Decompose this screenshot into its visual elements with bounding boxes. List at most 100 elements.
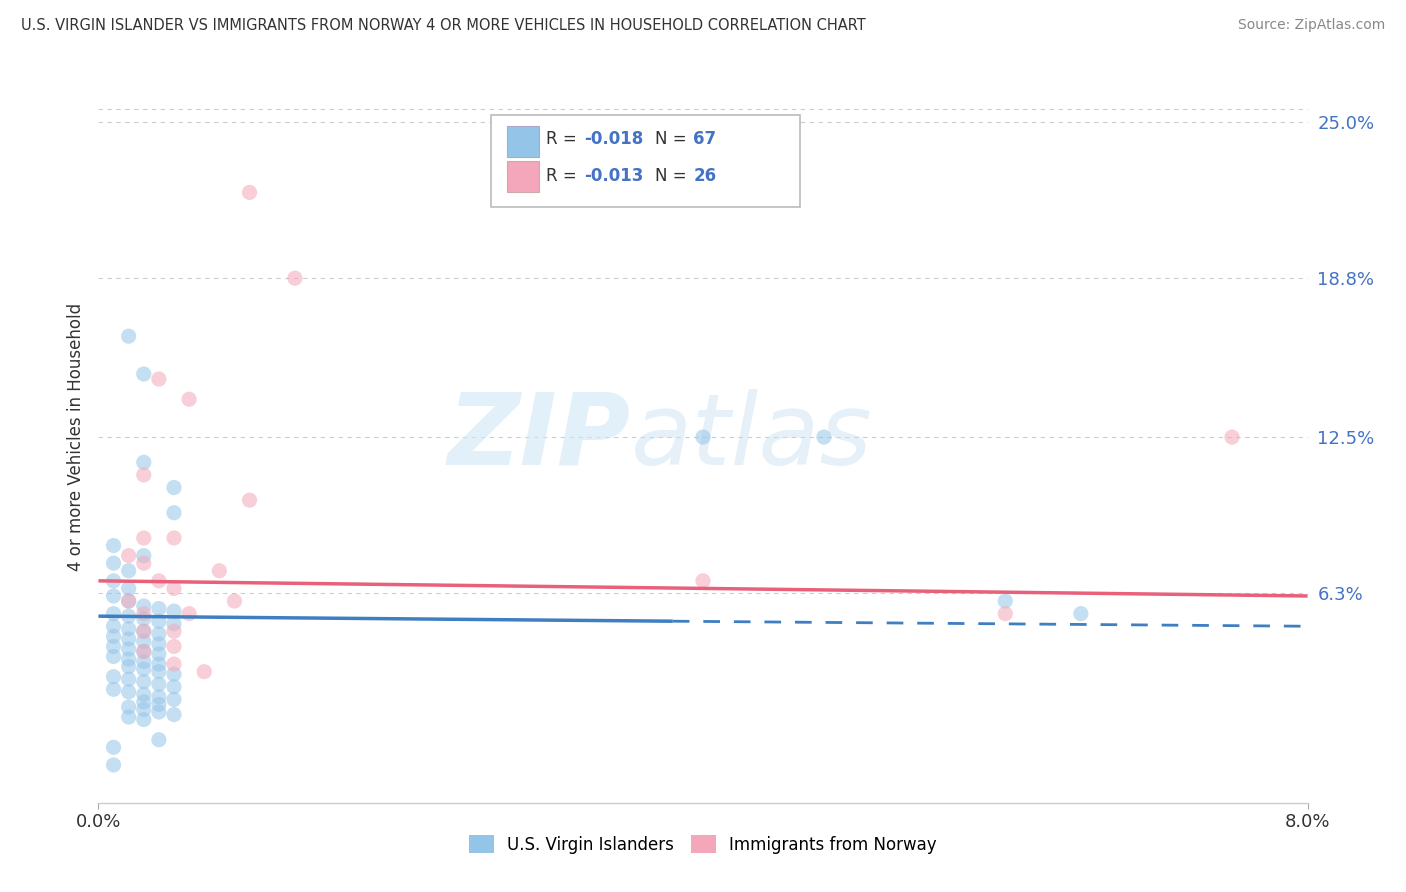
Point	[132, 644, 155, 658]
Point	[163, 667, 186, 681]
Point	[118, 609, 141, 624]
Text: R =: R =	[546, 167, 582, 185]
Point	[132, 662, 155, 676]
Point	[163, 707, 186, 722]
Point	[239, 493, 262, 508]
Point	[103, 607, 125, 621]
Text: R =: R =	[546, 130, 582, 148]
Point	[132, 607, 155, 621]
Point	[163, 657, 186, 671]
Point	[132, 531, 155, 545]
Point	[163, 582, 186, 596]
Text: N =: N =	[655, 167, 692, 185]
Point	[148, 601, 170, 615]
Point	[118, 700, 141, 714]
Point	[132, 713, 155, 727]
Text: atlas: atlas	[630, 389, 872, 485]
Point	[163, 481, 186, 495]
Point	[208, 564, 231, 578]
Point	[118, 549, 141, 563]
Point	[692, 430, 714, 444]
FancyBboxPatch shape	[492, 115, 800, 207]
Text: -0.013: -0.013	[585, 167, 644, 185]
Point	[193, 665, 215, 679]
Point	[132, 687, 155, 701]
Point	[103, 670, 125, 684]
Point	[148, 677, 170, 691]
Point	[148, 574, 170, 588]
Point	[179, 392, 201, 407]
Text: -0.018: -0.018	[585, 130, 644, 148]
Point	[163, 624, 186, 639]
Point	[1070, 607, 1092, 621]
Y-axis label: 4 or more Vehicles in Household: 4 or more Vehicles in Household	[66, 303, 84, 571]
Point	[118, 652, 141, 666]
Point	[118, 564, 141, 578]
Point	[103, 682, 125, 697]
FancyBboxPatch shape	[508, 126, 538, 157]
Point	[994, 594, 1017, 608]
Point	[118, 582, 141, 596]
Point	[148, 698, 170, 712]
Text: Source: ZipAtlas.com: Source: ZipAtlas.com	[1237, 18, 1385, 32]
Point	[163, 506, 186, 520]
Point	[148, 690, 170, 704]
Point	[103, 758, 125, 772]
Legend: U.S. Virgin Islanders, Immigrants from Norway: U.S. Virgin Islanders, Immigrants from N…	[463, 829, 943, 860]
Point	[284, 271, 307, 285]
Point	[132, 455, 155, 469]
Point	[118, 659, 141, 673]
Point	[994, 607, 1017, 621]
Point	[103, 589, 125, 603]
Point	[132, 674, 155, 689]
Point	[148, 372, 170, 386]
Point	[148, 705, 170, 719]
Point	[239, 186, 262, 200]
Point	[103, 619, 125, 633]
Point	[132, 549, 155, 563]
Point	[132, 644, 155, 658]
Point	[118, 594, 141, 608]
Point	[118, 622, 141, 636]
Point	[118, 632, 141, 646]
Point	[692, 574, 714, 588]
Point	[163, 680, 186, 694]
Point	[148, 614, 170, 628]
Point	[118, 672, 141, 686]
Point	[148, 665, 170, 679]
Point	[163, 616, 186, 631]
Point	[103, 629, 125, 643]
Point	[132, 624, 155, 639]
Point	[148, 627, 170, 641]
Point	[103, 740, 125, 755]
FancyBboxPatch shape	[508, 161, 538, 192]
Point	[132, 612, 155, 626]
Point	[103, 649, 125, 664]
Text: U.S. VIRGIN ISLANDER VS IMMIGRANTS FROM NORWAY 4 OR MORE VEHICLES IN HOUSEHOLD C: U.S. VIRGIN ISLANDER VS IMMIGRANTS FROM …	[21, 18, 866, 33]
Point	[179, 607, 201, 621]
Point	[1220, 430, 1243, 444]
Point	[148, 657, 170, 671]
Point	[118, 642, 141, 657]
Point	[132, 467, 155, 482]
Point	[132, 655, 155, 669]
Text: ZIP: ZIP	[447, 389, 630, 485]
Point	[103, 574, 125, 588]
Point	[148, 732, 170, 747]
Text: 67: 67	[693, 130, 717, 148]
Point	[132, 624, 155, 639]
Point	[163, 531, 186, 545]
Point	[118, 710, 141, 724]
Point	[103, 539, 125, 553]
Point	[163, 692, 186, 706]
Point	[132, 599, 155, 613]
Point	[132, 702, 155, 716]
Point	[132, 695, 155, 709]
Point	[148, 647, 170, 661]
Text: N =: N =	[655, 130, 692, 148]
Point	[132, 367, 155, 381]
Point	[163, 604, 186, 618]
Point	[103, 556, 125, 570]
Text: 26: 26	[693, 167, 717, 185]
Point	[132, 634, 155, 648]
